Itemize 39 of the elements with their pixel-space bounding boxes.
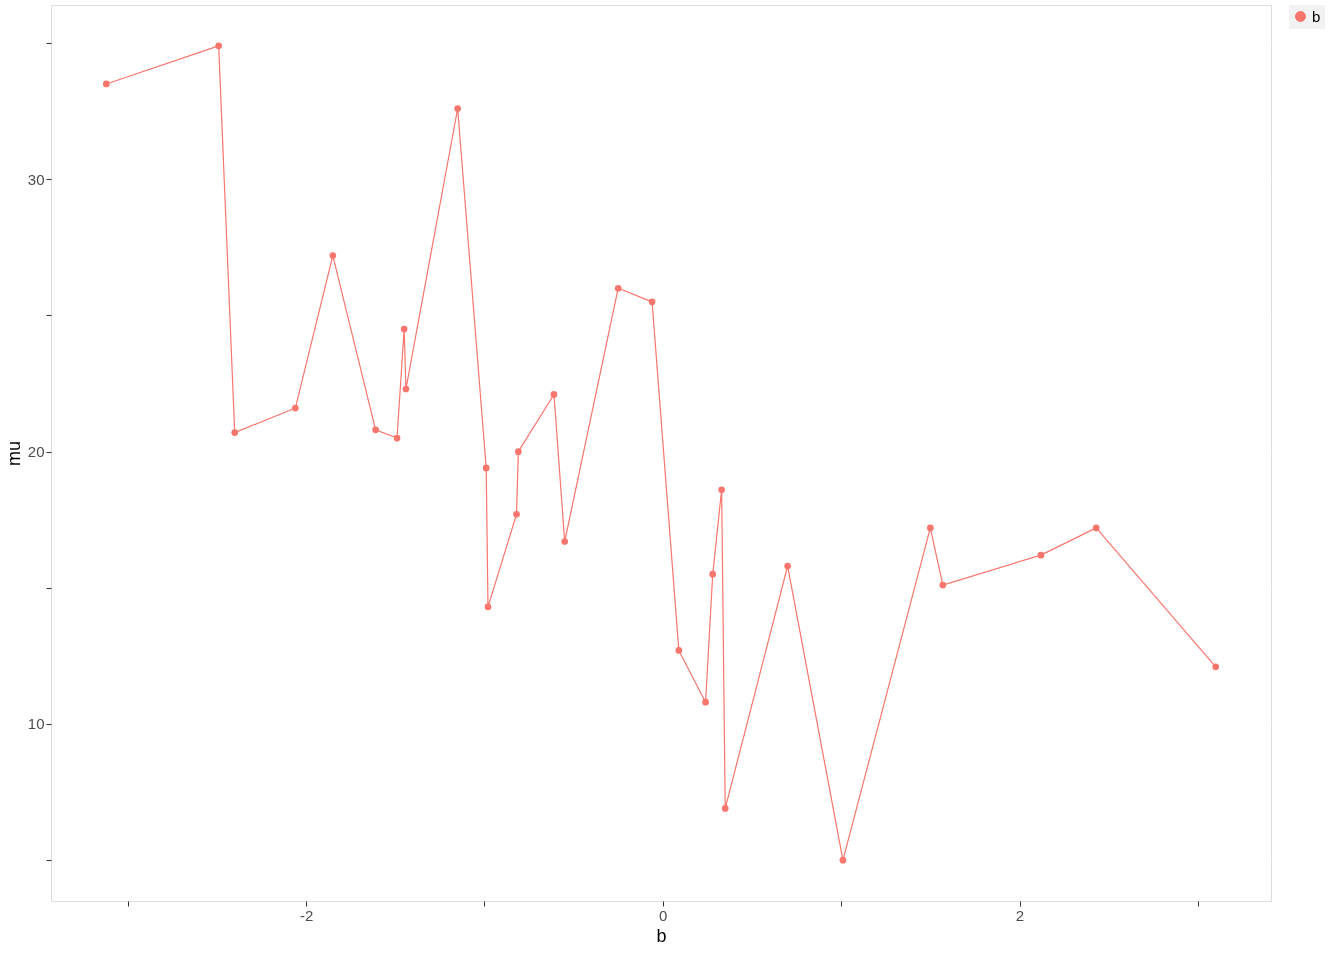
- point: [550, 391, 558, 398]
- point: [614, 284, 622, 292]
- point: [939, 581, 947, 589]
- point: [484, 603, 492, 611]
- point: [1212, 663, 1220, 671]
- point: [648, 298, 656, 306]
- point: [482, 464, 490, 472]
- point: [1037, 551, 1045, 559]
- point: [702, 698, 709, 706]
- point: [329, 252, 337, 259]
- y-tick-label: 30: [27, 170, 45, 188]
- point: [839, 856, 847, 864]
- point: [709, 570, 717, 578]
- legend-label: b: [1312, 7, 1321, 25]
- point: [231, 429, 239, 436]
- point: [513, 510, 520, 518]
- point: [675, 647, 683, 654]
- point: [718, 486, 725, 494]
- point: [393, 434, 401, 442]
- y-tick-label: 10: [27, 715, 45, 733]
- x-tick-label: 2: [1015, 906, 1025, 924]
- x-tick-label: 0: [659, 906, 668, 924]
- point: [514, 448, 522, 455]
- point: [292, 404, 299, 412]
- point: [400, 325, 408, 333]
- point: [1092, 524, 1100, 532]
- point: [926, 524, 934, 532]
- point: [721, 805, 729, 812]
- x-axis-title: b: [656, 925, 667, 946]
- point: [561, 538, 569, 545]
- point: [402, 385, 410, 393]
- y-axis-title: mu: [3, 440, 24, 467]
- point: [454, 105, 462, 112]
- point: [215, 42, 223, 50]
- point: [372, 426, 379, 434]
- y-tick-label: 20: [27, 443, 45, 461]
- point: [102, 80, 110, 88]
- x-tick-label: -2: [299, 906, 314, 924]
- point: [784, 562, 791, 570]
